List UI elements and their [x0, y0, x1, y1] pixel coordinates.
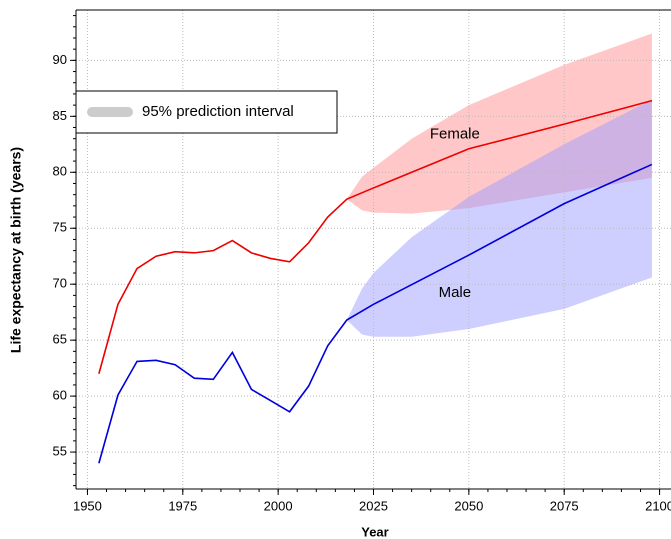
- series-label: Female: [430, 126, 480, 143]
- x-axis-label: Year: [361, 524, 388, 539]
- y-tick-label: 80: [53, 164, 67, 179]
- y-tick-label: 85: [53, 108, 67, 123]
- series-line: [98, 163, 653, 464]
- y-tick-label: 55: [53, 444, 67, 459]
- legend-label: 95% prediction interval: [142, 103, 294, 120]
- series-line: [98, 99, 653, 374]
- x-tick-label: 2100: [645, 498, 671, 513]
- y-axis-label: Life expectancy at birth (years): [8, 147, 24, 353]
- bands: [346, 33, 652, 337]
- x-tick-label: 1950: [73, 498, 102, 513]
- series-label: Male: [439, 284, 472, 301]
- x-tick-label: 1975: [168, 498, 197, 513]
- x-tick-label: 2000: [264, 498, 293, 513]
- grid: [76, 10, 671, 489]
- y-tick-label: 75: [53, 220, 67, 235]
- x-tick-label: 2025: [359, 498, 388, 513]
- y-tick-label: 65: [53, 332, 67, 347]
- prediction-band: [346, 99, 652, 337]
- lines: [98, 99, 653, 464]
- y-tick-label: 90: [53, 52, 67, 67]
- x-tick-label: 2075: [550, 498, 579, 513]
- x-tick-label: 2050: [454, 498, 483, 513]
- y-tick-label: 60: [53, 388, 67, 403]
- y-tick-label: 70: [53, 276, 67, 291]
- legend: 95% prediction interval: [75, 90, 338, 134]
- axes: 55 60 65 70 75 80 85 90 1950 1975 2000 2025 2050 2075…: [53, 9, 671, 513]
